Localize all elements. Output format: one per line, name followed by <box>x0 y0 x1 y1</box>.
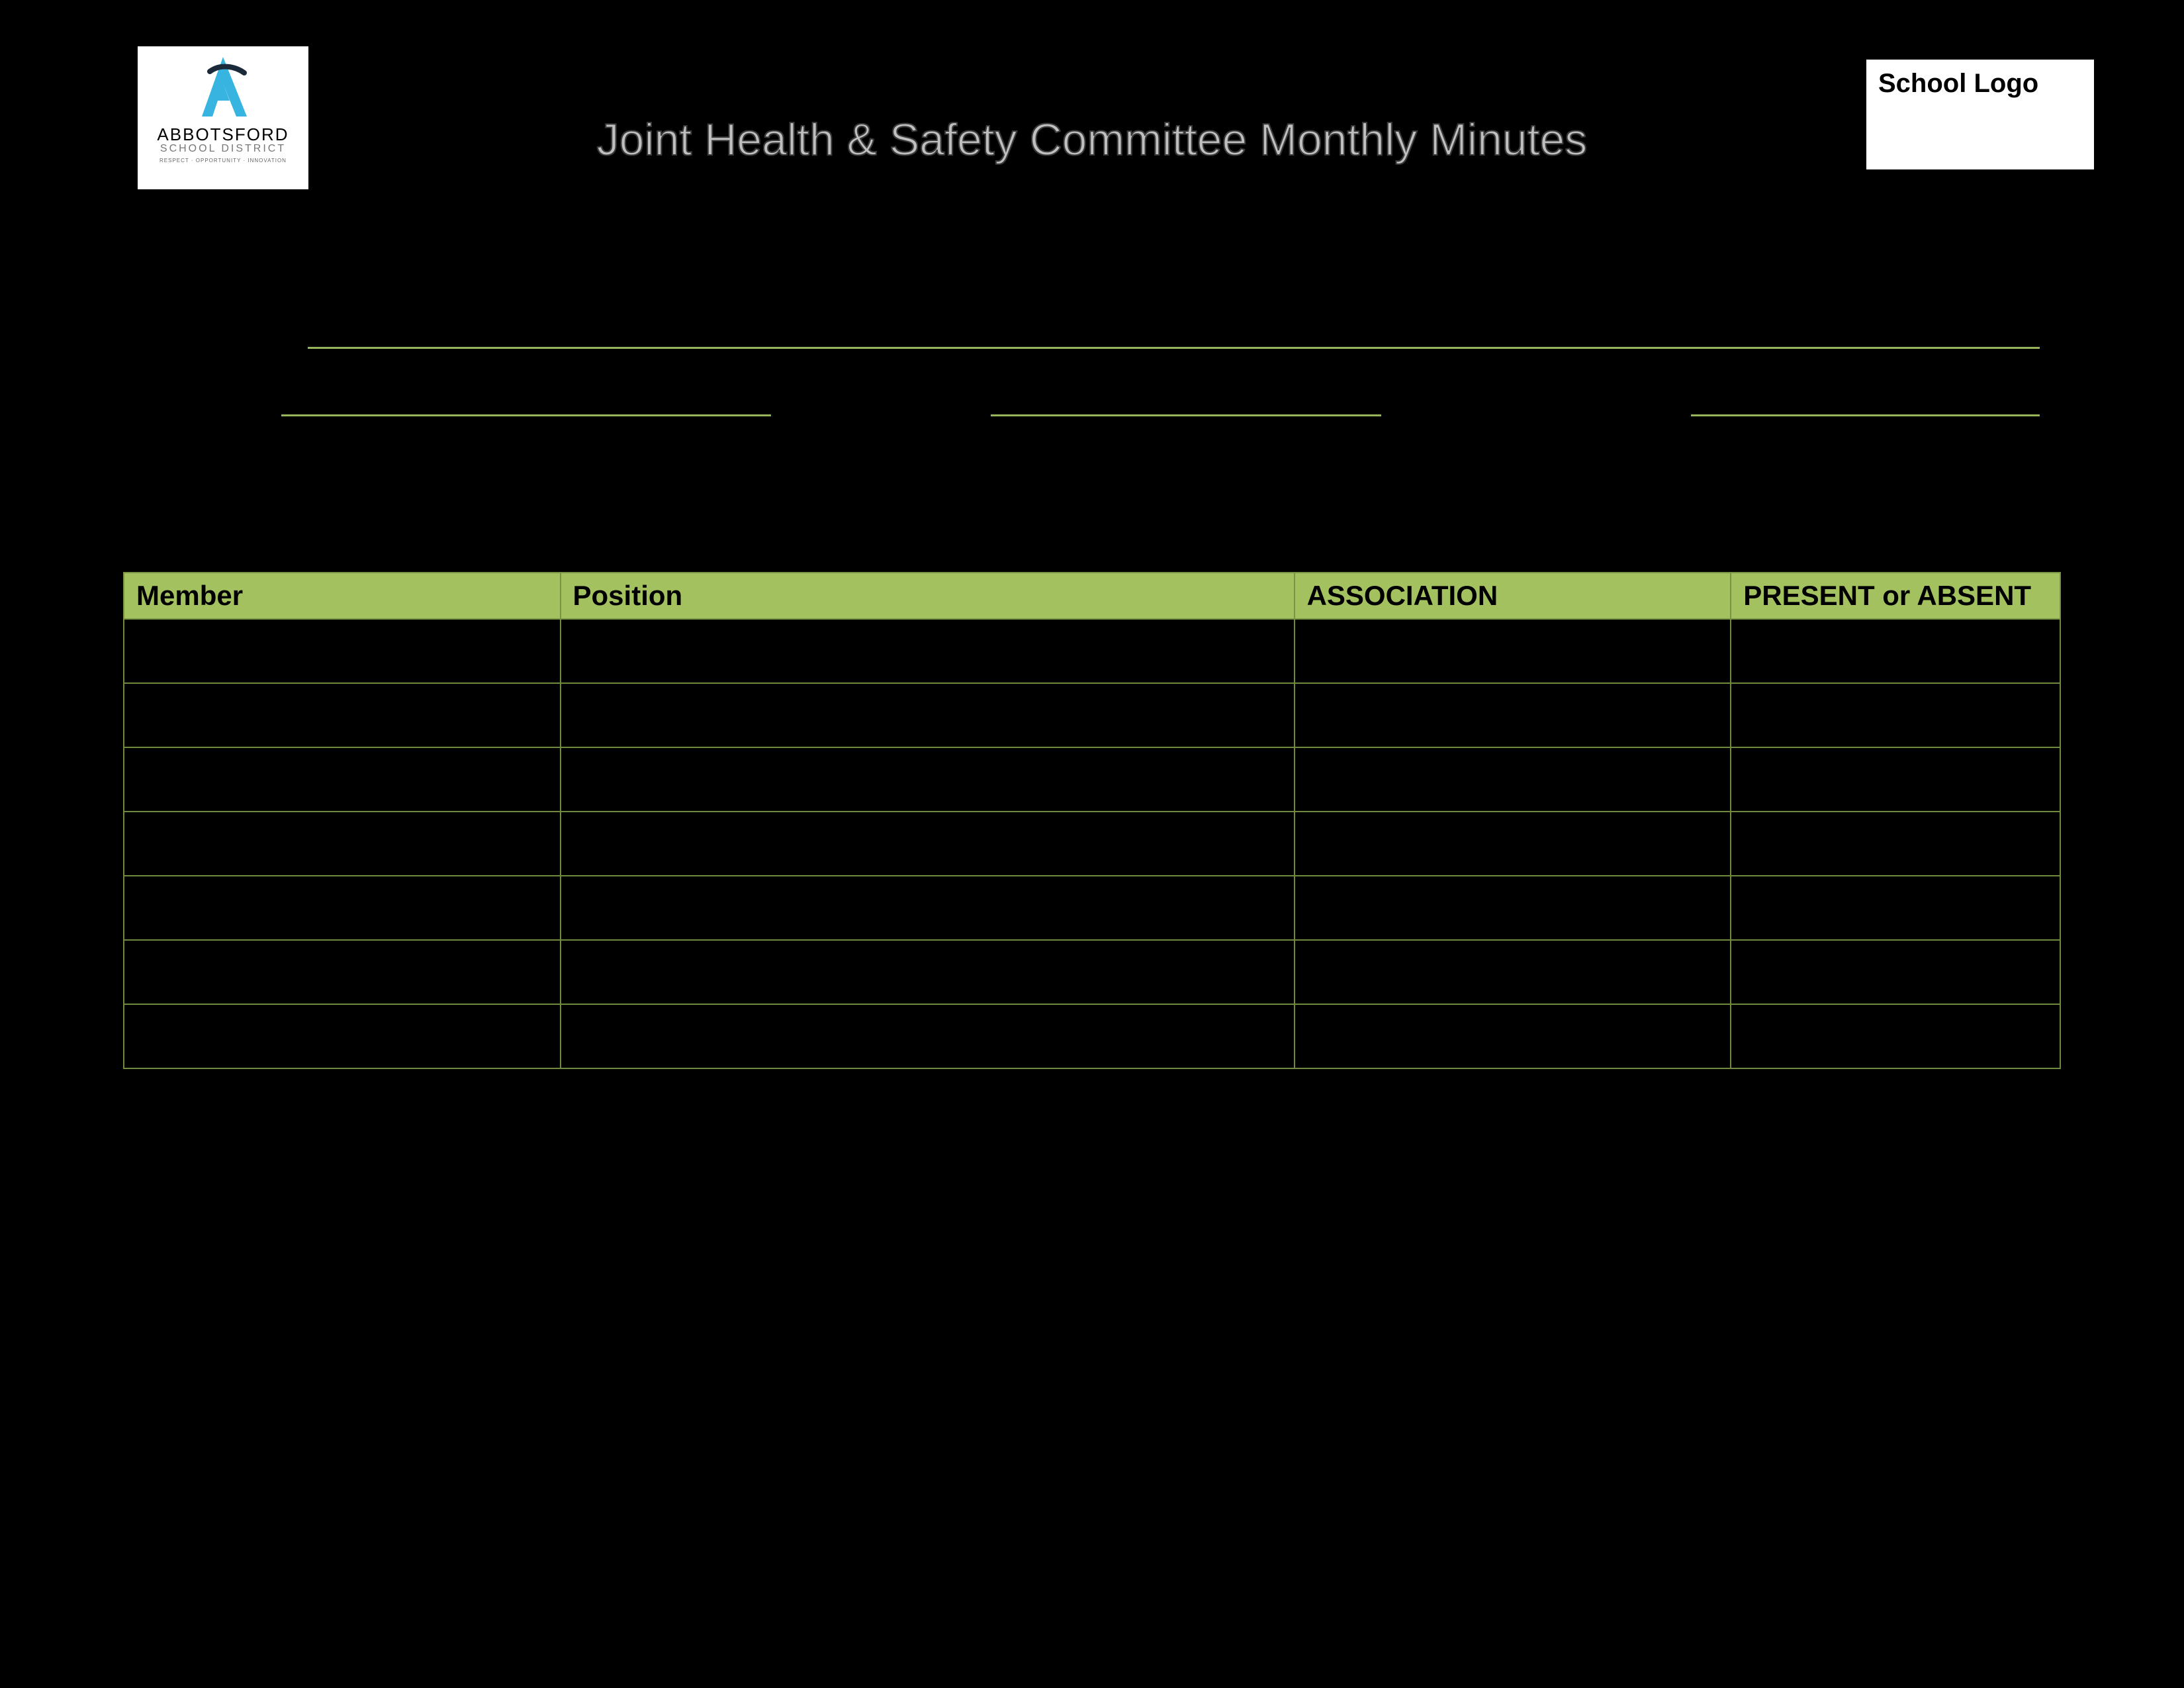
cell-member[interactable] <box>124 1004 561 1068</box>
cell-present[interactable] <box>1731 876 2060 940</box>
cell-position[interactable] <box>561 747 1295 812</box>
cell-assoc[interactable] <box>1295 812 1731 876</box>
col-header-present: PRESENT or ABSENT <box>1731 573 2060 619</box>
page-title: Joint Health & Safety Committee Monthly … <box>0 114 2184 165</box>
cell-position[interactable] <box>561 683 1295 747</box>
school-field-line[interactable] <box>308 347 2040 349</box>
date-field-line[interactable] <box>281 414 771 416</box>
cell-member[interactable] <box>124 683 561 747</box>
cell-member[interactable] <box>124 619 561 683</box>
cell-assoc[interactable] <box>1295 940 1731 1004</box>
time-field-line[interactable] <box>991 414 1381 416</box>
col-header-position: Position <box>561 573 1295 619</box>
table-row <box>124 619 2060 683</box>
cell-position[interactable] <box>561 812 1295 876</box>
cell-position[interactable] <box>561 619 1295 683</box>
table-row <box>124 1004 2060 1068</box>
cell-member[interactable] <box>124 940 561 1004</box>
cell-member[interactable] <box>124 876 561 940</box>
cell-assoc[interactable] <box>1295 683 1731 747</box>
table-row <box>124 812 2060 876</box>
page: ABBOTSFORD SCHOOL DISTRICT RESPECT · OPP… <box>0 0 2184 1688</box>
cell-position[interactable] <box>561 940 1295 1004</box>
col-header-association: ASSOCIATION <box>1295 573 1731 619</box>
cell-position[interactable] <box>561 876 1295 940</box>
table-row <box>124 747 2060 812</box>
cell-position[interactable] <box>561 1004 1295 1068</box>
cell-present[interactable] <box>1731 619 2060 683</box>
table-body <box>124 619 2060 1068</box>
cell-assoc[interactable] <box>1295 747 1731 812</box>
cell-present[interactable] <box>1731 1004 2060 1068</box>
col-header-member: Member <box>124 573 561 619</box>
cell-present[interactable] <box>1731 940 2060 1004</box>
cell-assoc[interactable] <box>1295 1004 1731 1068</box>
table-row <box>124 683 2060 747</box>
table-row <box>124 876 2060 940</box>
cell-assoc[interactable] <box>1295 619 1731 683</box>
table-header-row: Member Position ASSOCIATION PRESENT or A… <box>124 573 2060 619</box>
cell-present[interactable] <box>1731 683 2060 747</box>
cell-present[interactable] <box>1731 812 2060 876</box>
location-field-line[interactable] <box>1691 414 2040 416</box>
cell-member[interactable] <box>124 812 561 876</box>
cell-present[interactable] <box>1731 747 2060 812</box>
school-logo-label: School Logo <box>1878 69 2082 99</box>
table-row <box>124 940 2060 1004</box>
cell-member[interactable] <box>124 747 561 812</box>
attendance-table: Member Position ASSOCIATION PRESENT or A… <box>123 572 2061 1069</box>
cell-assoc[interactable] <box>1295 876 1731 940</box>
